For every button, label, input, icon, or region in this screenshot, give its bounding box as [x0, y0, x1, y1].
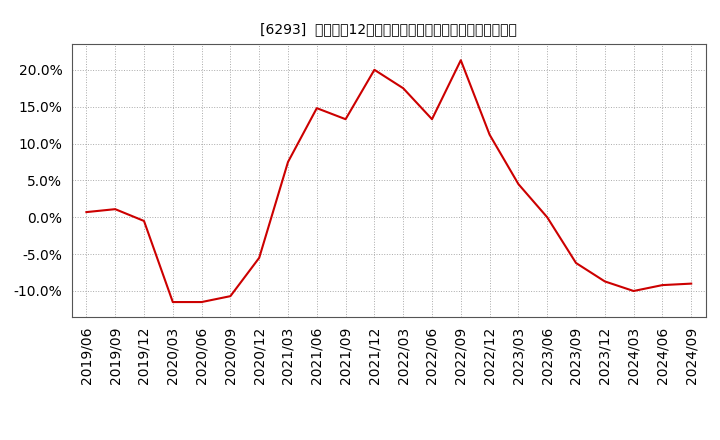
Title: [6293]  売上高の12か月移動合計の対前年同期増減率の推移: [6293] 売上高の12か月移動合計の対前年同期増減率の推移	[261, 22, 517, 36]
